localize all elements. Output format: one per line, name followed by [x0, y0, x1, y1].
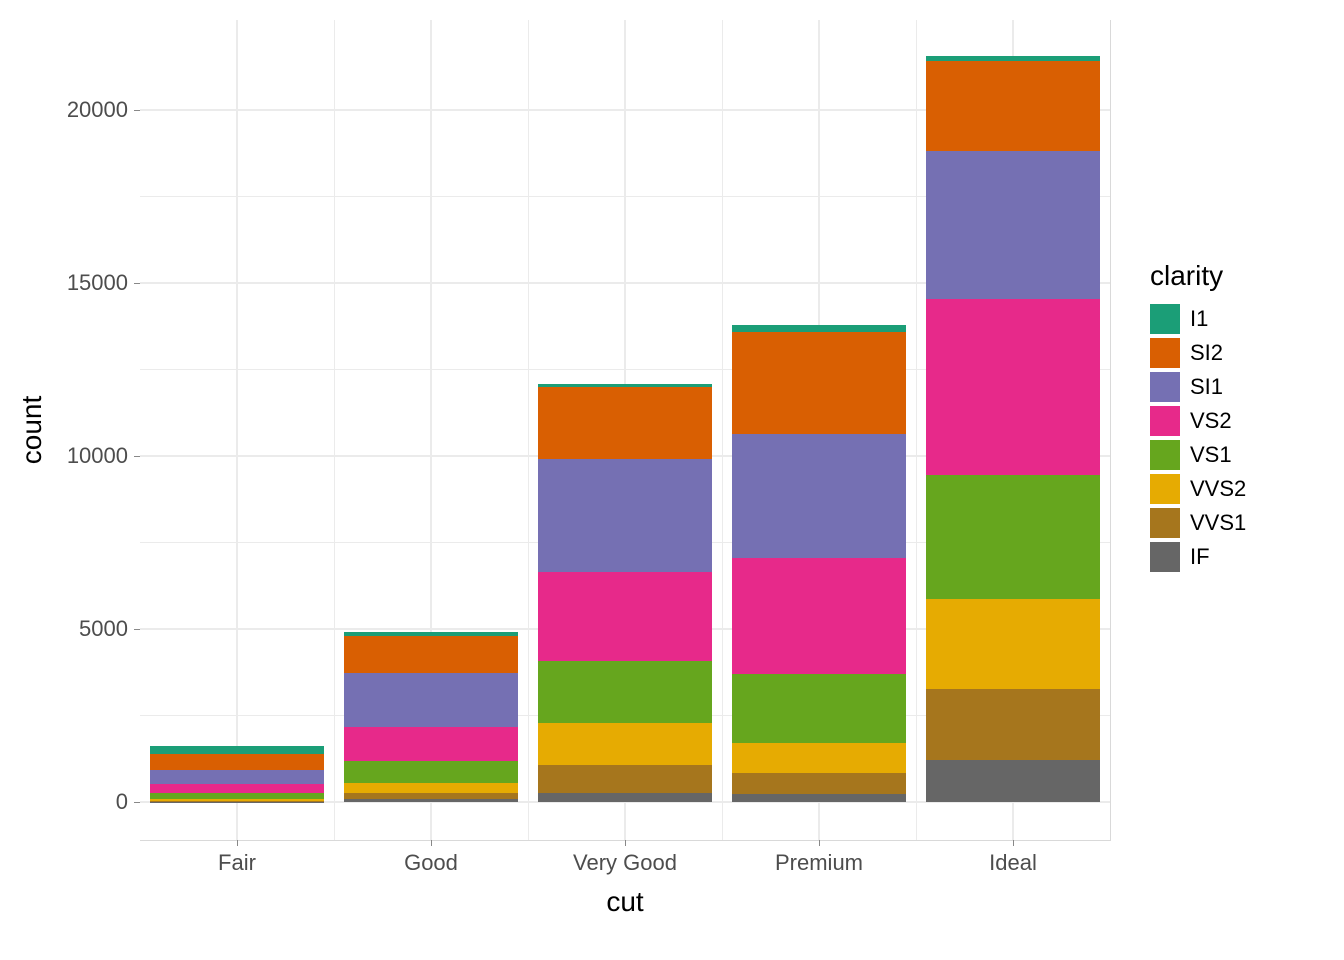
xtick-mark [625, 840, 626, 846]
bar-segment-fair-vs1 [150, 793, 325, 799]
bar-segment-very-good-vvs2 [538, 723, 713, 766]
bar-segment-good-vs2 [344, 727, 519, 761]
bar-segment-fair-si2 [150, 754, 325, 770]
legend-key [1150, 508, 1180, 538]
bar-segment-ideal-vs2 [926, 299, 1101, 474]
legend-item-vs1: VS1 [1150, 440, 1246, 470]
legend-label: VS1 [1190, 442, 1232, 468]
legend-item-vvs2: VVS2 [1150, 474, 1246, 504]
xtick-mark [237, 840, 238, 846]
xtick-label: Fair [218, 850, 256, 876]
bar-segment-ideal-i1 [926, 56, 1101, 61]
y-axis-label: count [16, 396, 48, 465]
gridline-minor-v [722, 20, 723, 840]
gridline-minor-v [528, 20, 529, 840]
ytick-mark [134, 629, 140, 630]
bar-segment-very-good-vs1 [538, 661, 713, 722]
xtick-mark [819, 840, 820, 846]
bar-segment-ideal-si1 [926, 151, 1101, 299]
bar-segment-good-vvs1 [344, 793, 519, 799]
legend-label: VVS2 [1190, 476, 1246, 502]
xtick-label: Very Good [573, 850, 677, 876]
ytick-label: 0 [116, 789, 128, 815]
xtick-mark [431, 840, 432, 846]
bar-segment-premium-vvs1 [732, 773, 907, 794]
legend: clarity I1 SI2 SI1 VS2 VS1 VVS2 VVS1 IF [1150, 260, 1246, 576]
legend-item-si1: SI1 [1150, 372, 1246, 402]
bar-segment-very-good-if [538, 793, 713, 802]
ytick-label: 20000 [67, 97, 128, 123]
legend-label: SI1 [1190, 374, 1223, 400]
chart-container: { "chart": { "type": "stacked-bar", "xla… [0, 0, 1344, 960]
legend-key [1150, 440, 1180, 470]
bar-segment-good-si2 [344, 636, 519, 673]
bar-segment-premium-i1 [732, 325, 907, 332]
bar-segment-premium-vs1 [732, 674, 907, 743]
legend-key [1150, 338, 1180, 368]
bar-segment-good-i1 [344, 632, 519, 635]
legend-label: I1 [1190, 306, 1208, 332]
legend-item-if: IF [1150, 542, 1246, 572]
bar-segment-fair-vvs1 [150, 801, 325, 802]
bar-segment-ideal-vvs2 [926, 599, 1101, 689]
bar-segment-premium-vvs2 [732, 743, 907, 773]
bar-segment-very-good-vs2 [538, 572, 713, 662]
legend-key [1150, 406, 1180, 436]
bar-segment-very-good-vvs1 [538, 765, 713, 792]
bar-segment-premium-si1 [732, 434, 907, 558]
ytick-mark [134, 802, 140, 803]
bar-segment-premium-vs2 [732, 558, 907, 674]
bar-segment-good-vs1 [344, 761, 519, 783]
legend-key [1150, 304, 1180, 334]
ytick-label: 10000 [67, 443, 128, 469]
bar-segment-premium-si2 [732, 332, 907, 434]
legend-label: SI2 [1190, 340, 1223, 366]
ytick-mark [134, 110, 140, 111]
legend-item-vvs1: VVS1 [1150, 508, 1246, 538]
legend-label: VVS1 [1190, 510, 1246, 536]
legend-title: clarity [1150, 260, 1246, 292]
bar-segment-good-si1 [344, 673, 519, 727]
bar-segment-premium-if [732, 794, 907, 802]
legend-item-vs2: VS2 [1150, 406, 1246, 436]
bar-segment-good-vvs2 [344, 783, 519, 793]
bar-segment-good-if [344, 799, 519, 801]
x-axis-label: cut [606, 886, 643, 918]
legend-key [1150, 474, 1180, 504]
legend-key [1150, 542, 1180, 572]
ytick-label: 15000 [67, 270, 128, 296]
xtick-label: Good [404, 850, 458, 876]
bar-segment-fair-si1 [150, 770, 325, 784]
bar-segment-fair-vs2 [150, 784, 325, 793]
legend-item-si2: SI2 [1150, 338, 1246, 368]
ytick-mark [134, 283, 140, 284]
gridline-major-v [236, 20, 238, 840]
bar-segment-very-good-si1 [538, 459, 713, 571]
ytick-mark [134, 456, 140, 457]
ytick-label: 5000 [79, 616, 128, 642]
legend-item-i1: I1 [1150, 304, 1246, 334]
legend-key [1150, 372, 1180, 402]
xtick-label: Premium [775, 850, 863, 876]
legend-label: VS2 [1190, 408, 1232, 434]
bar-segment-very-good-i1 [538, 384, 713, 387]
legend-label: IF [1190, 544, 1210, 570]
gridline-minor-v [334, 20, 335, 840]
bar-segment-very-good-si2 [538, 387, 713, 460]
bar-segment-ideal-si2 [926, 61, 1101, 151]
gridline-minor-v [916, 20, 917, 840]
bar-segment-ideal-vvs1 [926, 689, 1101, 760]
xtick-mark [1013, 840, 1014, 846]
bar-segment-ideal-if [926, 760, 1101, 802]
bar-segment-fair-vvs2 [150, 799, 325, 801]
bar-segment-fair-i1 [150, 746, 325, 753]
xtick-label: Ideal [989, 850, 1037, 876]
bar-segment-ideal-vs1 [926, 475, 1101, 599]
